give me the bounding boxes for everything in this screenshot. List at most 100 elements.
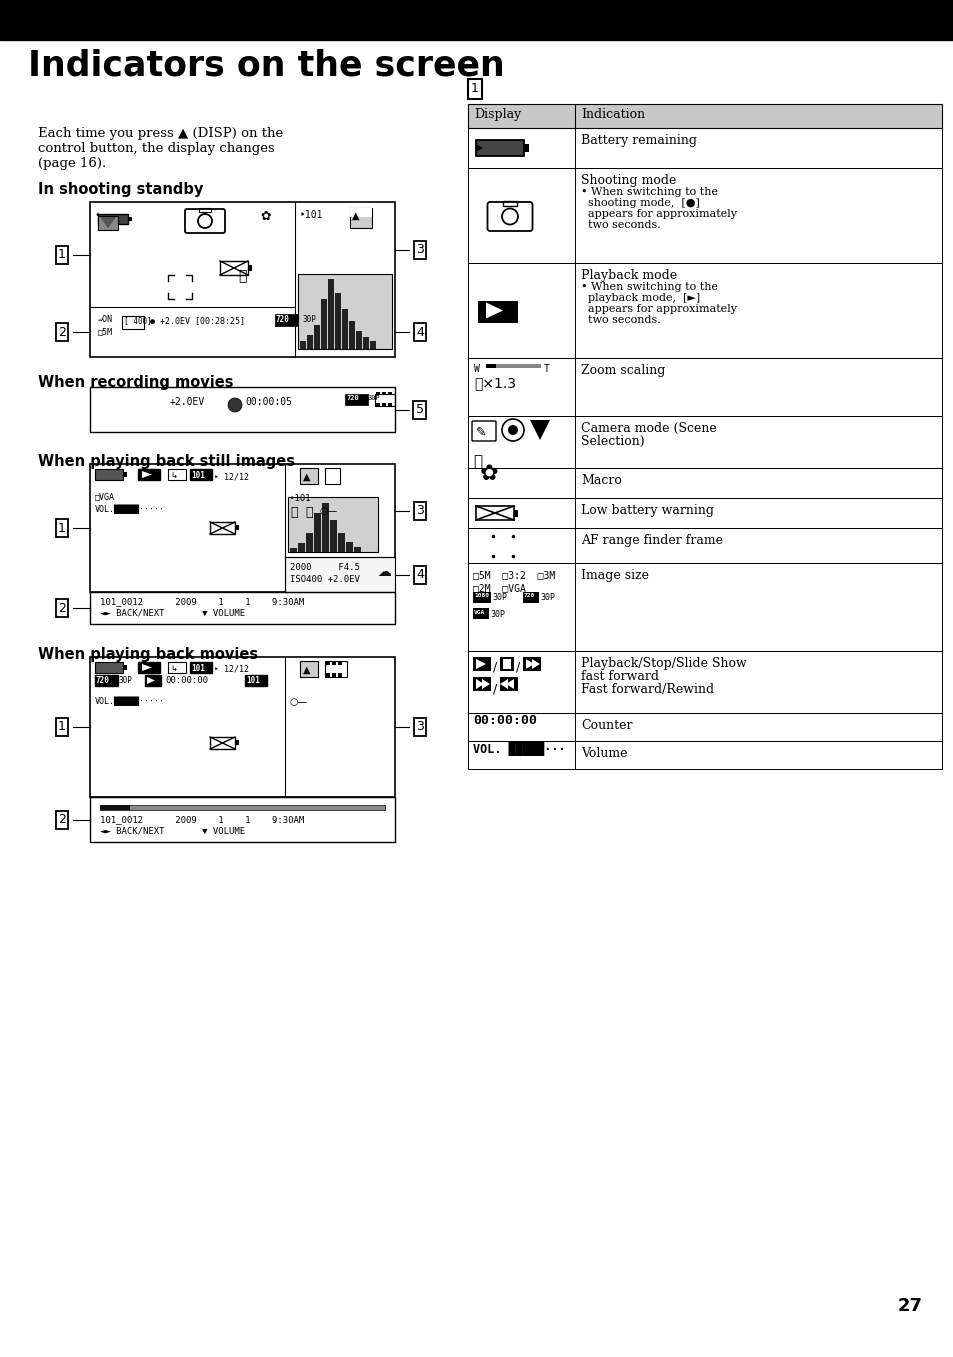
- Bar: [0, 0, 953, 39]
- Bar: [326, 673, 330, 677]
- Bar: [473, 608, 489, 619]
- Text: ←: ←: [96, 210, 104, 220]
- Bar: [95, 662, 123, 673]
- Text: 1: 1: [58, 248, 66, 261]
- Polygon shape: [142, 471, 152, 478]
- Bar: [315, 324, 318, 327]
- Text: 00:00:00: 00:00:00: [473, 715, 537, 727]
- Text: 30P: 30P: [303, 315, 316, 324]
- Bar: [322, 502, 329, 552]
- Text: /: /: [493, 661, 497, 674]
- Circle shape: [507, 425, 517, 436]
- Text: Camera mode (Scene: Camera mode (Scene: [580, 422, 716, 436]
- Text: playback mode,  [►]: playback mode, [►]: [580, 293, 700, 303]
- Text: Fast forward/Rewind: Fast forward/Rewind: [580, 683, 714, 696]
- Text: 30P: 30P: [368, 395, 380, 402]
- Text: ⌛: ⌛: [290, 506, 297, 518]
- Bar: [90, 464, 395, 592]
- Text: /: /: [493, 683, 497, 696]
- Bar: [355, 331, 361, 349]
- Text: ✎: ✎: [476, 426, 486, 440]
- Text: VOL. █████···: VOL. █████···: [473, 742, 565, 756]
- Bar: [468, 712, 941, 741]
- Bar: [248, 265, 252, 271]
- Polygon shape: [142, 664, 152, 670]
- Text: 1: 1: [58, 521, 66, 535]
- Text: 720: 720: [275, 315, 290, 324]
- Bar: [332, 673, 335, 677]
- Text: VOL.█████·····: VOL.█████·····: [95, 503, 165, 513]
- Text: 3: 3: [416, 721, 423, 734]
- Bar: [499, 657, 514, 670]
- Text: When playing back still images: When playing back still images: [38, 455, 294, 470]
- Text: 101_0012      2009    1    1    9:30AM: 101_0012 2009 1 1 9:30AM: [100, 597, 304, 607]
- Text: Indicators on the screen: Indicators on the screen: [28, 49, 504, 83]
- Bar: [331, 324, 334, 327]
- Bar: [320, 313, 324, 318]
- Bar: [168, 470, 186, 480]
- Text: AF range finder frame: AF range finder frame: [580, 535, 722, 547]
- Text: 3: 3: [416, 243, 423, 256]
- Polygon shape: [530, 421, 550, 440]
- Bar: [332, 661, 335, 665]
- Bar: [210, 737, 234, 749]
- Polygon shape: [481, 678, 490, 689]
- Text: two seconds.: two seconds.: [580, 315, 660, 324]
- Bar: [145, 674, 161, 687]
- Bar: [299, 341, 306, 349]
- Text: 720: 720: [523, 593, 535, 598]
- Text: two seconds.: two seconds.: [580, 220, 660, 229]
- Polygon shape: [476, 660, 485, 669]
- Text: 00:00:05: 00:00:05: [245, 398, 292, 407]
- Text: ⛹: ⛹: [473, 455, 481, 470]
- Polygon shape: [532, 660, 539, 669]
- Bar: [335, 293, 340, 349]
- Text: 3: 3: [416, 503, 423, 517]
- Bar: [375, 394, 395, 406]
- Bar: [476, 140, 523, 156]
- Text: ‣101: ‣101: [299, 210, 323, 220]
- Text: ◄► BACK/NEXT       ▼ VOLUME: ◄► BACK/NEXT ▼ VOLUME: [100, 826, 245, 836]
- Text: Shooting mode: Shooting mode: [580, 174, 676, 187]
- Bar: [168, 662, 186, 673]
- Bar: [350, 208, 372, 228]
- Bar: [98, 216, 118, 229]
- Text: 101: 101: [191, 664, 205, 673]
- Text: □VGA: □VGA: [95, 493, 115, 501]
- Text: ‣ 12/12: ‣ 12/12: [213, 665, 249, 674]
- Text: Battery remaining: Battery remaining: [580, 134, 697, 147]
- Text: 27: 27: [897, 1297, 922, 1315]
- Text: 101_0012      2009    1    1    9:30AM: 101_0012 2009 1 1 9:30AM: [100, 816, 304, 824]
- Bar: [468, 651, 941, 712]
- Bar: [468, 468, 941, 498]
- Text: ◄► BACK/NEXT       ▼ VOLUME: ◄► BACK/NEXT ▼ VOLUME: [100, 609, 245, 617]
- Circle shape: [228, 398, 242, 413]
- Text: ISO400 +2.0EV: ISO400 +2.0EV: [290, 575, 359, 584]
- Bar: [90, 202, 395, 357]
- Text: ▲: ▲: [303, 472, 310, 482]
- Polygon shape: [525, 660, 534, 669]
- Bar: [468, 358, 941, 417]
- Bar: [468, 417, 941, 468]
- Bar: [138, 662, 160, 673]
- Bar: [326, 313, 329, 318]
- Text: 2: 2: [58, 601, 66, 615]
- Text: W: W: [474, 364, 479, 375]
- Text: ⇒ON: ⇒ON: [98, 315, 112, 324]
- Text: Volume: Volume: [580, 746, 627, 760]
- Bar: [90, 657, 395, 797]
- Bar: [297, 543, 305, 552]
- Bar: [468, 263, 941, 358]
- Text: ▲: ▲: [352, 210, 359, 221]
- Text: □5M  □3:2  □3M: □5M □3:2 □3M: [473, 570, 555, 579]
- Text: +2.0EV: +2.0EV: [170, 398, 205, 407]
- Bar: [299, 468, 317, 484]
- Bar: [328, 280, 334, 349]
- Bar: [330, 520, 336, 552]
- Text: 101: 101: [191, 471, 205, 480]
- Text: VOL.█████·····: VOL.█████·····: [95, 697, 165, 707]
- Bar: [234, 525, 239, 531]
- Bar: [514, 510, 517, 517]
- Text: Low battery warning: Low battery warning: [580, 503, 713, 517]
- Bar: [468, 168, 941, 263]
